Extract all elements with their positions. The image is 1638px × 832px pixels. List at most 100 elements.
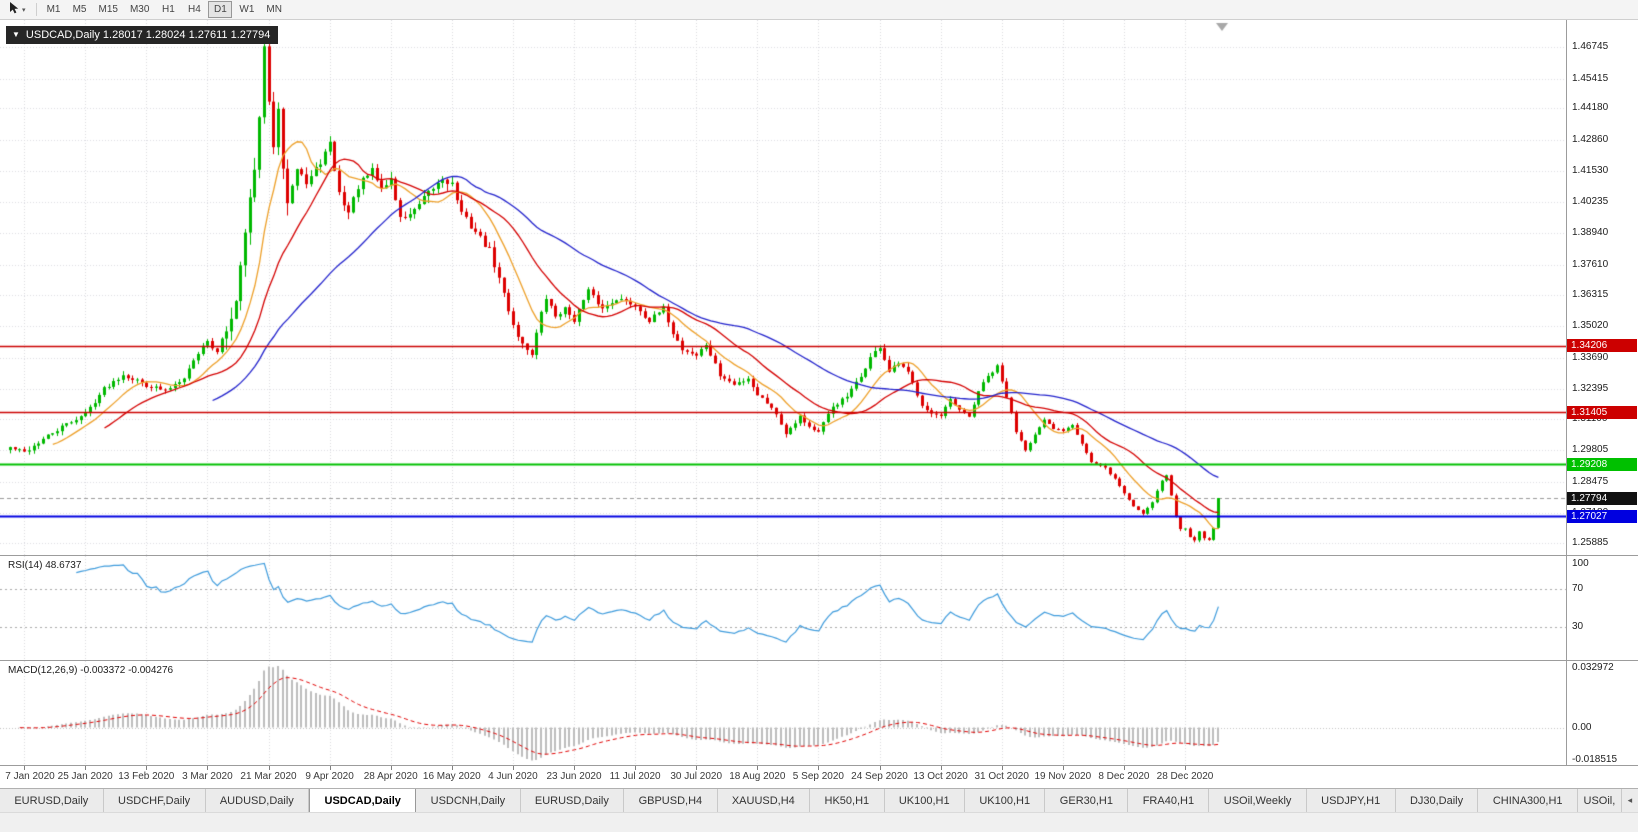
rsi-indicator-canvas[interactable]	[0, 556, 1566, 660]
hline-price-badge: 1.29208	[1567, 457, 1637, 471]
timeframe-button-h4[interactable]: H4	[188, 4, 201, 15]
time-axis-tick	[696, 766, 697, 770]
chart-tab-usdjpy-h1[interactable]: USDJPY,H1	[1306, 789, 1396, 812]
price-axis-label: 1.40235	[1572, 196, 1609, 208]
timeframe-button-m15[interactable]: M15	[98, 4, 118, 15]
date-axis-label: 5 Sep 2020	[792, 771, 844, 782]
price-axis-label: 1.31100	[1572, 413, 1608, 425]
price-axis-label: 1.33690	[1572, 351, 1609, 363]
time-axis-tick	[574, 766, 575, 770]
top-toolbar: ▾ M1 M5 M15 M30 H1 H4 D1 W1 MN	[0, 0, 1638, 20]
date-axis-label: 30 Jul 2020	[670, 771, 723, 782]
date-axis-label: 9 Apr 2020	[305, 771, 354, 782]
current-price-badge: 1.27794	[1567, 491, 1637, 505]
price-axis-label: 1.44180	[1572, 102, 1609, 114]
chart-tab-uk100-h1[interactable]: UK100,H1	[884, 789, 965, 812]
date-axis-label: 31 Oct 2020	[974, 771, 1029, 782]
hline-price-badge: 1.31405	[1567, 405, 1637, 419]
chart-tab-ger30-h1[interactable]: GER30,H1	[1045, 789, 1129, 812]
macd-axis-label: 0.032972	[1572, 662, 1614, 673]
time-axis-tick	[1002, 766, 1003, 770]
time-axis-tick	[941, 766, 942, 770]
date-axis-label: 28 Apr 2020	[363, 771, 418, 782]
time-axis-tick	[330, 766, 331, 770]
rsi-axis-label: 100	[1572, 558, 1589, 569]
macd-axis-label: -0.018515	[1572, 754, 1618, 765]
chart-tab-china300-h1[interactable]: CHINA300,H1	[1478, 789, 1578, 812]
time-axis-tick	[269, 766, 270, 770]
toolbar-separator	[35, 3, 37, 16]
price-axis-label: 1.41530	[1572, 165, 1609, 177]
timeframe-button-h1[interactable]: H1	[162, 4, 175, 15]
time-axis-tick	[391, 766, 392, 770]
chart-window: ▼ USDCAD,Daily 1.28017 1.28024 1.27611 1…	[0, 20, 1638, 788]
chart-tab-audusd-daily[interactable]: AUDUSD,Daily	[205, 789, 310, 812]
date-axis-label: 21 Mar 2020	[240, 771, 297, 782]
chart-tab-uk100-h1[interactable]: UK100,H1	[964, 789, 1046, 812]
time-axis-tick	[880, 766, 881, 770]
time-axis-tick	[85, 766, 86, 770]
timeframe-button-d1[interactable]: D1	[208, 1, 233, 18]
date-axis-label: 19 Nov 2020	[1034, 771, 1092, 782]
chart-tab-usdchf-daily[interactable]: USDCHF,Daily	[103, 789, 206, 812]
price-axis-label: 1.32395	[1572, 382, 1609, 394]
candlestick-chart-canvas[interactable]	[0, 20, 1566, 555]
time-axis-tick	[1063, 766, 1064, 770]
timeframe-button-w1[interactable]: W1	[239, 4, 255, 15]
tab-scroll-left-icon[interactable]: ◂	[1621, 789, 1638, 812]
price-axis-label: 1.35020	[1572, 320, 1609, 332]
chart-tab-usoil-weekly[interactable]: USOil,Weekly	[1209, 789, 1307, 812]
time-axis[interactable]: 7 Jan 2020 25 Jan 2020 13 Feb 2020 3 Mar 20…	[0, 766, 1638, 788]
chart-tab-usdcnh-daily[interactable]: USDCNH,Daily	[416, 789, 521, 812]
date-axis-label: 8 Dec 2020	[1098, 771, 1150, 782]
hline-price-badge: 1.34206	[1567, 339, 1637, 353]
chart-tab-usdcad-daily[interactable]: USDCAD,Daily	[309, 789, 417, 812]
date-axis-label: 28 Dec 2020	[1156, 771, 1214, 782]
price-axis-label: 1.25885	[1572, 537, 1609, 549]
date-axis-label: 13 Feb 2020	[118, 771, 175, 782]
pane-separator[interactable]	[0, 660, 1638, 661]
date-axis-label: 25 Jan 2020	[57, 771, 113, 782]
price-axis[interactable]: 1.46745 1.45415 1.44180 1.42860 1.41530 1.402…	[1566, 20, 1638, 766]
ohlc-info-badge: ▼ USDCAD,Daily 1.28017 1.28024 1.27611 1…	[6, 26, 279, 44]
date-axis-label: 11 Jul 2020	[609, 771, 661, 782]
time-axis-tick	[452, 766, 453, 770]
time-axis-tick	[635, 766, 636, 770]
dropdown-caret-icon: ▾	[22, 6, 26, 14]
chart-tab-dj30-daily[interactable]: DJ30,Daily	[1395, 789, 1479, 812]
price-axis-label: 1.42860	[1572, 133, 1609, 145]
macd-axis-label: 0.00	[1572, 721, 1592, 733]
price-axis-label: 1.29805	[1572, 444, 1609, 456]
price-axis-label: 1.38940	[1572, 227, 1609, 239]
chart-tab-eurusd-daily[interactable]: EURUSD,Daily	[0, 789, 104, 812]
chart-tab-usoil-[interactable]: USOil,	[1577, 789, 1622, 812]
timeframe-button-mn[interactable]: MN	[266, 4, 282, 15]
pane-separator	[0, 765, 1638, 766]
date-axis-label: 13 Oct 2020	[913, 771, 968, 782]
time-axis-tick	[24, 766, 25, 770]
rsi-label: RSI(14) 48.6737	[8, 560, 82, 571]
timeframe-button-m30[interactable]: M30	[129, 4, 150, 15]
date-axis-label: 3 Mar 2020	[182, 771, 233, 782]
cursor-tool-button[interactable]: ▾	[4, 1, 31, 18]
time-axis-tick	[513, 766, 514, 770]
rsi-axis-label: 30	[1572, 620, 1584, 632]
chart-tab-gbpusd-h4[interactable]: GBPUSD,H4	[624, 789, 718, 812]
chart-tab-bar: EURUSD,Daily USDCHF,Daily AUDUSD,Daily USDC…	[0, 788, 1638, 812]
time-axis-tick	[818, 766, 819, 770]
chart-tab-xauusd-h4[interactable]: XAUUSD,H4	[717, 789, 811, 812]
macd-indicator-canvas[interactable]	[0, 661, 1566, 765]
price-axis-label: 1.37610	[1572, 258, 1609, 270]
pane-separator[interactable]	[0, 555, 1638, 556]
hline-price-badge: 1.27027	[1567, 509, 1637, 523]
date-axis-label: 18 Aug 2020	[729, 771, 786, 782]
cursor-icon	[9, 2, 20, 17]
status-bar	[0, 812, 1638, 832]
time-axis-tick	[146, 766, 147, 770]
timeframe-button-m1[interactable]: M1	[46, 4, 61, 15]
chart-tab-hk50-h1[interactable]: HK50,H1	[810, 789, 885, 812]
timeframe-button-m5[interactable]: M5	[72, 4, 87, 15]
chart-tab-eurusd-daily[interactable]: EURUSD,Daily	[520, 789, 625, 812]
chart-tab-fra40-h1[interactable]: FRA40,H1	[1128, 789, 1210, 812]
date-axis-label: 23 Jun 2020	[546, 771, 602, 782]
